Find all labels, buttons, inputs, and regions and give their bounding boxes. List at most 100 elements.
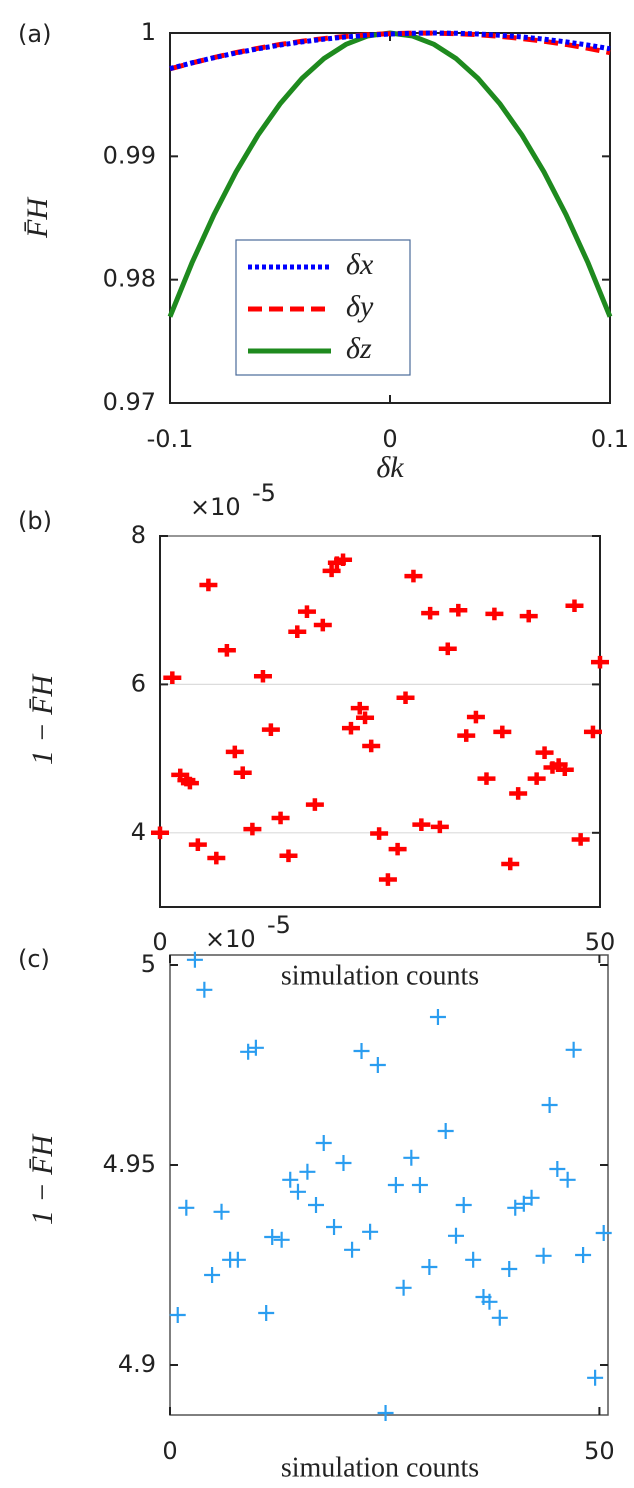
- point: [421, 606, 440, 620]
- point: [437, 1123, 454, 1139]
- point: [362, 1223, 379, 1240]
- point: [388, 842, 407, 856]
- point: [591, 655, 609, 669]
- x-tick-label: 0: [152, 928, 167, 956]
- point: [575, 1247, 592, 1263]
- point: [377, 1405, 394, 1421]
- point: [344, 1241, 361, 1258]
- y-tick-label: 1: [141, 18, 156, 46]
- y-axis-label: 1 − F̄H: [26, 1133, 59, 1226]
- point: [481, 1293, 498, 1310]
- point: [449, 603, 468, 617]
- point: [387, 1177, 404, 1193]
- y-axis-label: F̄H: [21, 196, 54, 239]
- y-tick-label: 4.9: [118, 1350, 156, 1378]
- point: [273, 1231, 290, 1248]
- point: [353, 1043, 370, 1059]
- point: [299, 1163, 316, 1180]
- point: [535, 1247, 552, 1264]
- point: [282, 1171, 299, 1188]
- point: [587, 1369, 604, 1386]
- legend-label: δx: [346, 248, 374, 281]
- y-tick-label: 5: [141, 950, 156, 978]
- point: [308, 1197, 324, 1213]
- y-exponent: -5: [267, 911, 291, 939]
- point: [555, 763, 574, 777]
- point: [396, 691, 415, 705]
- point: [411, 1177, 428, 1193]
- point: [378, 873, 397, 886]
- y-exponent: -5: [252, 479, 276, 507]
- point: [455, 1197, 472, 1213]
- x-tick-label: 0: [162, 1437, 177, 1465]
- point: [477, 772, 496, 785]
- point: [403, 1149, 420, 1166]
- point: [395, 1279, 412, 1296]
- point: [457, 729, 476, 742]
- point: [261, 723, 280, 736]
- point: [565, 1041, 582, 1058]
- point: [541, 1097, 558, 1113]
- point: [429, 1009, 446, 1025]
- legend-label: δy: [346, 290, 374, 323]
- point: [565, 599, 584, 613]
- point: [447, 1227, 464, 1244]
- point: [243, 822, 262, 836]
- panel-label: (c): [18, 945, 50, 973]
- point: [258, 1305, 275, 1321]
- point: [180, 776, 199, 790]
- point: [335, 1155, 352, 1171]
- point: [350, 701, 369, 715]
- point: [229, 1251, 246, 1268]
- point: [519, 609, 538, 623]
- point: [289, 1183, 306, 1200]
- point: [188, 838, 207, 851]
- y-tick-label: 8: [131, 521, 146, 549]
- y-tick-label: 4.95: [103, 1150, 156, 1178]
- point: [297, 605, 316, 618]
- point: [438, 642, 457, 656]
- y-multiplier: ×10: [190, 493, 241, 521]
- x-tick-label: -0.1: [147, 425, 194, 453]
- point: [199, 578, 218, 592]
- y-multiplier: ×10: [205, 925, 256, 953]
- point: [196, 981, 213, 998]
- point: [213, 1203, 230, 1220]
- point: [356, 711, 375, 725]
- point: [501, 1261, 518, 1277]
- y-tick-label: 6: [131, 669, 146, 697]
- point: [535, 746, 554, 759]
- point: [334, 553, 353, 567]
- point: [559, 1171, 576, 1188]
- point: [326, 1219, 343, 1235]
- point: [583, 725, 602, 739]
- point: [523, 1189, 540, 1206]
- y-tick-label: 0.98: [103, 265, 156, 293]
- point: [217, 643, 236, 657]
- point: [369, 1057, 386, 1073]
- series-line: [169, 30, 611, 72]
- point: [507, 1199, 524, 1216]
- point: [247, 1039, 264, 1056]
- panel-label: (a): [18, 20, 51, 48]
- point: [313, 618, 332, 632]
- x-axis-label: simulation counts: [281, 960, 479, 991]
- plot-frame: [159, 535, 601, 908]
- x-axis-label: δk: [376, 451, 404, 484]
- x-tick-label: 0: [382, 425, 397, 453]
- x-axis-label: simulation counts: [281, 1452, 479, 1483]
- panel-label: (b): [18, 507, 52, 535]
- point: [571, 833, 590, 846]
- point: [362, 739, 381, 753]
- point: [466, 710, 485, 724]
- point: [595, 1225, 612, 1241]
- point: [527, 772, 546, 785]
- point: [204, 1267, 221, 1283]
- point: [430, 820, 449, 834]
- point: [404, 569, 423, 583]
- x-tick-label: 0.1: [591, 425, 629, 453]
- point: [186, 951, 203, 968]
- point: [412, 818, 431, 831]
- point: [253, 669, 272, 683]
